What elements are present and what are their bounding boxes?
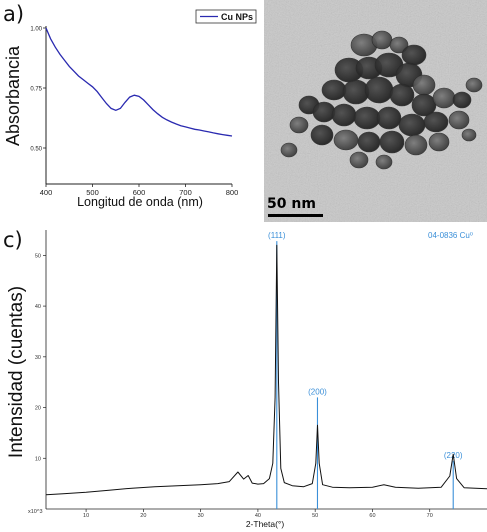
xrd-reference-label: 04-0836 Cu⁰ bbox=[428, 231, 473, 240]
absorbance-tick-labels: 400 500 600 700 800 1.00 0.75 0.50 bbox=[30, 27, 238, 198]
absorbance-x-tick-label: 600 bbox=[133, 188, 146, 197]
absorbance-x-axis-label: Longitud de onda (nm) bbox=[77, 195, 203, 209]
nanoparticle bbox=[333, 129, 359, 151]
nanoparticle bbox=[357, 131, 381, 153]
absorbance-legend: Cu NPs bbox=[195, 9, 257, 24]
panel-label-a: a) bbox=[3, 2, 25, 26]
absorbance-chart: 400 500 600 700 800 1.00 0.75 0.50 Longitud de … bbox=[3, 9, 257, 209]
absorbance-x-tick-label: 400 bbox=[40, 188, 53, 197]
nanoparticle bbox=[349, 151, 369, 169]
nanoparticle bbox=[331, 103, 357, 127]
xrd-y-tick-label: 10 bbox=[35, 456, 41, 462]
xrd-y-axis-label: Intensidad (cuentas) bbox=[6, 286, 27, 458]
nanoparticle bbox=[401, 44, 427, 66]
nanoparticle bbox=[465, 77, 483, 93]
xrd-y-tick-label: 40 bbox=[35, 304, 41, 310]
nanoparticle bbox=[412, 74, 436, 96]
xrd-x-tick-label: 40 bbox=[255, 513, 261, 519]
xrd-peak-label: (111) bbox=[268, 231, 286, 240]
tem-image bbox=[264, 0, 487, 222]
absorbance-x-tick-label: 800 bbox=[226, 188, 239, 197]
xrd-x-tick-label: 10 bbox=[83, 513, 89, 519]
xrd-x-tick-label: 70 bbox=[427, 513, 433, 519]
nanoparticle bbox=[375, 154, 393, 170]
nanoparticle bbox=[321, 79, 347, 101]
absorbance-y-tick-label: 0.50 bbox=[30, 147, 42, 153]
xrd-multiplier-label: x10^3 bbox=[28, 509, 43, 515]
nanoparticle bbox=[379, 130, 405, 154]
nanoparticle bbox=[310, 124, 334, 146]
xrd-tick-labels: 10 20 30 40 50 60 70 10 20 30 40 50 bbox=[35, 253, 433, 519]
legend-box bbox=[195, 9, 257, 24]
absorbance-x-tick-label: 500 bbox=[86, 188, 99, 197]
nanoparticle bbox=[448, 110, 470, 130]
xrd-axes bbox=[43, 230, 487, 512]
scale-bar-label: 50 nm bbox=[267, 196, 316, 212]
panel-label-c: c) bbox=[3, 228, 23, 252]
xrd-x-tick-label: 30 bbox=[198, 513, 204, 519]
xrd-y-tick-label: 30 bbox=[35, 355, 41, 361]
nanoparticle bbox=[461, 128, 477, 142]
xrd-y-tick-label: 50 bbox=[35, 253, 41, 259]
xrd-peak-label: (200) bbox=[308, 387, 327, 396]
xrd-x-tick-label: 50 bbox=[312, 513, 318, 519]
xrd-x-tick-label: 20 bbox=[140, 513, 146, 519]
xrd-x-tick-label: 60 bbox=[369, 513, 375, 519]
absorbance-y-tick-label: 1.00 bbox=[30, 27, 42, 33]
xrd-reference-lines: (111)(200)(220) bbox=[268, 231, 463, 509]
absorbance-y-axis-label: Absorbancia bbox=[3, 45, 23, 146]
nanoparticle bbox=[404, 134, 428, 156]
legend-entry-cu-nps: Cu NPs bbox=[221, 12, 253, 22]
tem-micrograph: 50 nm bbox=[264, 0, 487, 222]
nanoparticle bbox=[371, 30, 393, 50]
nanoparticle bbox=[353, 106, 381, 130]
nanoparticle bbox=[364, 76, 394, 104]
xrd-y-tick-label: 20 bbox=[35, 406, 41, 412]
absorbance-axes bbox=[43, 26, 233, 187]
scale-bar bbox=[268, 214, 323, 217]
absorbance-y-tick-label: 0.75 bbox=[30, 87, 42, 93]
nanoparticle bbox=[432, 87, 456, 109]
xrd-pattern-line bbox=[45, 244, 487, 496]
nanoparticle bbox=[312, 101, 336, 123]
nanoparticle bbox=[452, 91, 472, 109]
xrd-x-axis-label: 2-Theta(°) bbox=[246, 519, 285, 529]
absorbance-x-tick-label: 700 bbox=[179, 188, 192, 197]
nanoparticle bbox=[280, 142, 298, 158]
xrd-series bbox=[45, 244, 487, 496]
absorbance-series bbox=[45, 27, 233, 137]
nanoparticle bbox=[423, 111, 449, 133]
nanoparticle bbox=[389, 83, 415, 107]
nanoparticle bbox=[376, 106, 402, 130]
nanoparticle bbox=[389, 36, 409, 54]
nanoparticle bbox=[398, 113, 426, 137]
absorbance-line-cu-nps bbox=[45, 27, 233, 137]
nanoparticle-cluster bbox=[280, 30, 483, 170]
nanoparticle bbox=[289, 116, 309, 134]
nanoparticle bbox=[428, 132, 450, 152]
